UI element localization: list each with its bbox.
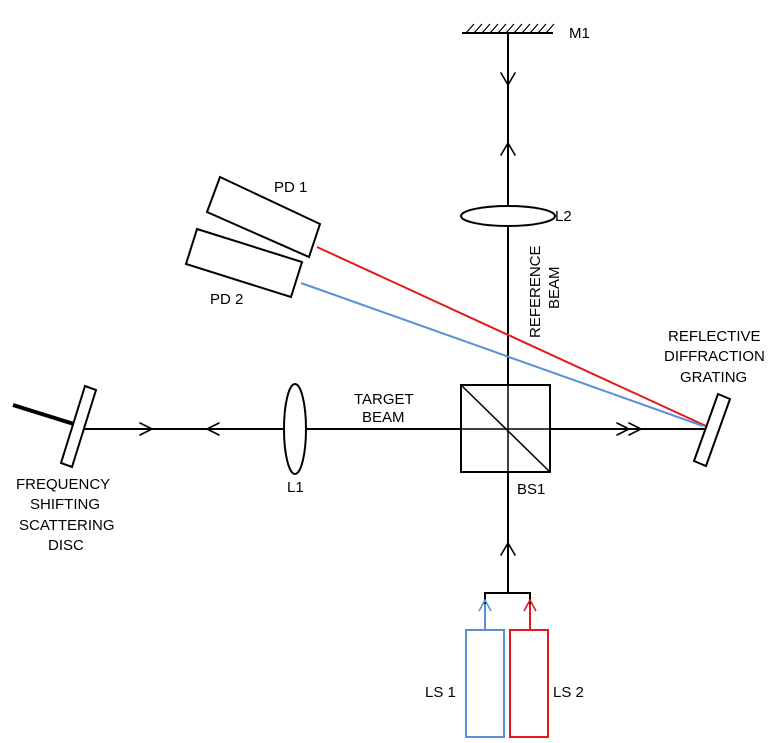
laser-source-ls1: [465, 629, 505, 738]
grating-label-line1: REFLECTIVE: [668, 328, 761, 345]
mirror-m1: [462, 23, 555, 34]
laser-source-ls2: [509, 629, 549, 738]
reference-down-arrow: [500, 72, 516, 86]
photodiode-pd1: [205, 175, 322, 259]
grating-label-line2: DIFFRACTION: [664, 348, 765, 365]
ls1-label: LS 1: [425, 684, 456, 701]
source-combiner: [484, 592, 531, 604]
lens-l2: [460, 205, 556, 227]
red-diffracted-beam: [316, 246, 707, 427]
scattering-disc: [59, 384, 98, 469]
reference-beam-label-line2: BEAM: [546, 266, 563, 309]
grating-label-line3: GRATING: [680, 369, 747, 386]
m1-label: M1: [569, 25, 590, 42]
l1-label: L1: [287, 479, 304, 496]
disc-label-line2: SHIFTING: [30, 496, 100, 513]
bs1-label: BS1: [517, 481, 545, 498]
photodiode-pd2: [184, 227, 304, 299]
target-left-arrow: [206, 422, 220, 436]
target-right-double-arrow-1: [616, 422, 630, 436]
beam-splitter-bs1: [460, 384, 551, 473]
ls1-beam-arrow: [478, 598, 492, 612]
target-beam-label-line2: BEAM: [362, 409, 405, 426]
reference-up-arrow: [500, 142, 516, 156]
target-beam-label-line1: TARGET: [354, 391, 414, 408]
reference-beam-label-line1: REFERENCE: [527, 245, 544, 338]
l2-label: L2: [555, 208, 572, 225]
ls2-label: LS 2: [553, 684, 584, 701]
disc-label-line4: DISC: [48, 537, 84, 554]
ls2-beam-arrow: [523, 598, 537, 612]
blue-diffracted-beam: [300, 282, 704, 427]
source-up-arrow: [500, 542, 516, 556]
target-right-arrow-left: [139, 422, 153, 436]
pd1-label: PD 1: [274, 179, 307, 196]
disc-label-line1: FREQUENCY: [16, 476, 110, 493]
lens-l1: [283, 383, 307, 475]
pd2-label: PD 2: [210, 291, 243, 308]
target-right-double-arrow-2: [628, 422, 642, 436]
disc-label-line3: SCATTERING: [19, 517, 115, 534]
diffraction-grating: [692, 392, 732, 468]
disc-shaft: [12, 403, 78, 427]
